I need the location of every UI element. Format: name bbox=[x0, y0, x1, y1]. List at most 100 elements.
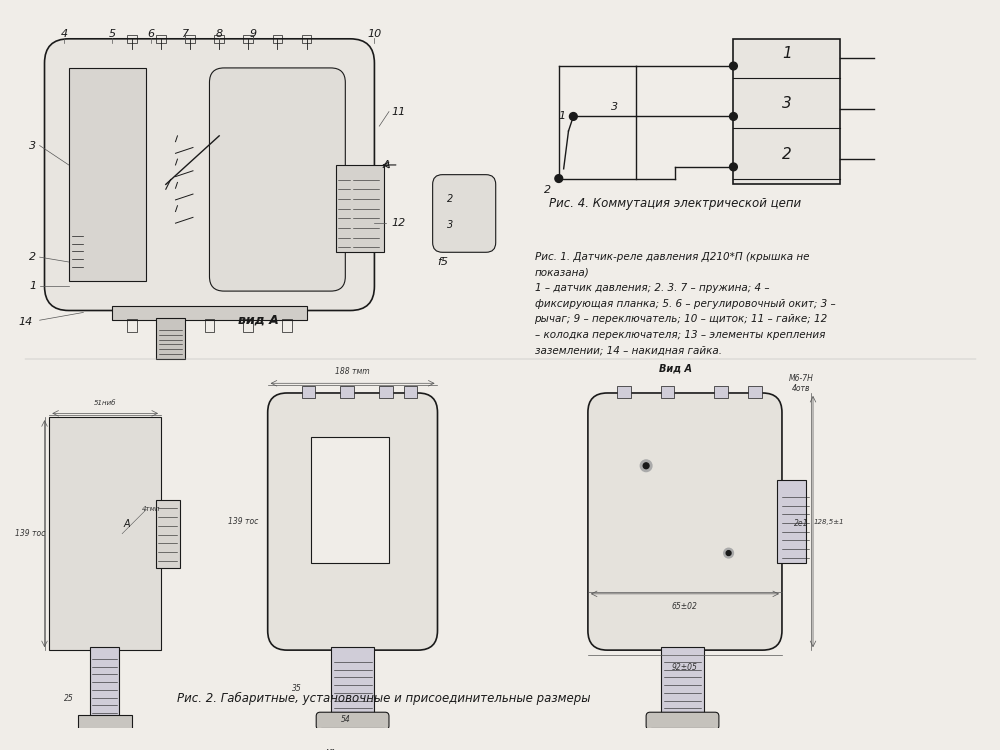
Bar bbox=[156, 318, 185, 359]
Text: Рис. 4. Коммутация электрической цепи: Рис. 4. Коммутация электрической цепи bbox=[549, 197, 801, 210]
Text: 3: 3 bbox=[447, 220, 453, 230]
Bar bbox=[69, 68, 146, 281]
Ellipse shape bbox=[445, 218, 459, 232]
Text: Рис. 1. Датчик-реле давления Д210*П (крышка не: Рис. 1. Датчик-реле давления Д210*П (кры… bbox=[535, 252, 809, 262]
FancyBboxPatch shape bbox=[268, 393, 437, 650]
Bar bbox=[651, 728, 714, 747]
Text: 188 тмm: 188 тмm bbox=[335, 368, 370, 376]
Circle shape bbox=[726, 550, 731, 556]
Text: 139 тос: 139 тос bbox=[15, 530, 45, 538]
Circle shape bbox=[640, 460, 652, 472]
Text: 7: 7 bbox=[182, 29, 189, 39]
Text: 2е1: 2е1 bbox=[794, 520, 809, 529]
FancyBboxPatch shape bbox=[45, 39, 374, 310]
Bar bbox=[661, 386, 674, 398]
Text: фиксирующая планка; 5. 6 – регулировочный окит; 3 –: фиксирующая планка; 5. 6 – регулировочны… bbox=[535, 298, 835, 309]
FancyBboxPatch shape bbox=[433, 175, 496, 252]
Text: 4тмп: 4тмп bbox=[142, 506, 160, 512]
Text: 9: 9 bbox=[250, 29, 257, 39]
Bar bbox=[311, 436, 389, 562]
Bar bbox=[243, 35, 253, 43]
Ellipse shape bbox=[468, 205, 481, 218]
Text: 12: 12 bbox=[392, 218, 406, 228]
Bar bbox=[214, 35, 224, 43]
Bar bbox=[379, 386, 393, 398]
Text: 4: 4 bbox=[60, 29, 67, 39]
Text: 5: 5 bbox=[109, 29, 116, 39]
Text: f5: f5 bbox=[437, 257, 448, 267]
FancyBboxPatch shape bbox=[316, 712, 389, 730]
Bar bbox=[404, 386, 417, 398]
Circle shape bbox=[555, 175, 563, 182]
Bar bbox=[336, 165, 384, 252]
Text: 2: 2 bbox=[782, 147, 792, 162]
FancyBboxPatch shape bbox=[588, 393, 782, 650]
Text: 35: 35 bbox=[292, 685, 302, 694]
Circle shape bbox=[730, 62, 737, 70]
Bar bbox=[166, 320, 176, 332]
Text: заземлении; 14 – накидная гайка.: заземлении; 14 – накидная гайка. bbox=[535, 346, 722, 355]
Bar bbox=[78, 716, 132, 733]
Bar bbox=[273, 35, 282, 43]
Circle shape bbox=[569, 112, 577, 120]
Bar bbox=[49, 417, 161, 650]
Text: 51ниб: 51ниб bbox=[93, 400, 116, 406]
Text: 1: 1 bbox=[782, 46, 792, 61]
Text: 4отв: 4отв bbox=[792, 384, 811, 393]
Text: Рис. 2. Габаритные, установочные и присоединительные размеры: Рис. 2. Габаритные, установочные и присо… bbox=[177, 692, 591, 705]
Text: 6: 6 bbox=[148, 29, 155, 39]
Circle shape bbox=[730, 112, 737, 120]
Text: 1: 1 bbox=[558, 112, 565, 122]
Text: 2: 2 bbox=[29, 252, 36, 262]
Text: Вид А: Вид А bbox=[659, 364, 692, 374]
Bar bbox=[714, 386, 728, 398]
Bar bbox=[302, 386, 315, 398]
Text: А: А bbox=[124, 519, 130, 529]
Bar bbox=[81, 746, 128, 750]
FancyBboxPatch shape bbox=[646, 712, 719, 730]
Text: М6-7Н: М6-7Н bbox=[789, 374, 814, 383]
Bar bbox=[156, 500, 180, 568]
Text: 92±05: 92±05 bbox=[672, 663, 698, 672]
Bar bbox=[340, 386, 354, 398]
Text: 65±02: 65±02 bbox=[672, 602, 698, 611]
Bar bbox=[321, 728, 384, 747]
Text: 1: 1 bbox=[29, 281, 36, 291]
Text: 25: 25 bbox=[64, 694, 74, 703]
Bar bbox=[243, 320, 253, 332]
Bar bbox=[733, 39, 840, 184]
Text: вид А: вид А bbox=[238, 314, 278, 327]
Text: 3: 3 bbox=[611, 102, 618, 112]
Bar bbox=[331, 647, 374, 713]
Bar bbox=[127, 320, 137, 332]
Circle shape bbox=[724, 548, 733, 558]
Bar bbox=[90, 647, 119, 718]
Ellipse shape bbox=[78, 436, 131, 553]
Circle shape bbox=[730, 163, 737, 171]
Bar bbox=[302, 35, 311, 43]
Text: 1 – датчик давления; 2. 3. 7 – пружина; 4 –: 1 – датчик давления; 2. 3. 7 – пружина; … bbox=[535, 284, 769, 293]
Text: 10: 10 bbox=[367, 29, 382, 39]
Text: показана): показана) bbox=[535, 268, 589, 278]
Bar bbox=[777, 480, 806, 562]
Bar bbox=[185, 35, 195, 43]
Circle shape bbox=[643, 463, 649, 469]
Text: – колодка переключателя; 13 – элементы крепления: – колодка переключателя; 13 – элементы к… bbox=[535, 330, 825, 340]
Bar bbox=[282, 320, 292, 332]
Text: 128,5±1: 128,5±1 bbox=[813, 518, 844, 524]
Text: A: A bbox=[382, 160, 390, 170]
FancyBboxPatch shape bbox=[209, 68, 345, 291]
Bar bbox=[748, 386, 762, 398]
Text: 2: 2 bbox=[447, 194, 453, 204]
Ellipse shape bbox=[83, 116, 132, 233]
Bar bbox=[661, 647, 704, 713]
Bar bbox=[205, 320, 214, 332]
Bar bbox=[617, 386, 631, 398]
Text: 139 тос: 139 тос bbox=[228, 517, 259, 526]
Bar bbox=[156, 35, 166, 43]
Ellipse shape bbox=[443, 190, 461, 208]
Text: 2: 2 bbox=[544, 185, 551, 195]
Bar bbox=[127, 35, 137, 43]
Text: 11: 11 bbox=[392, 106, 406, 116]
Text: 8: 8 bbox=[216, 29, 223, 39]
